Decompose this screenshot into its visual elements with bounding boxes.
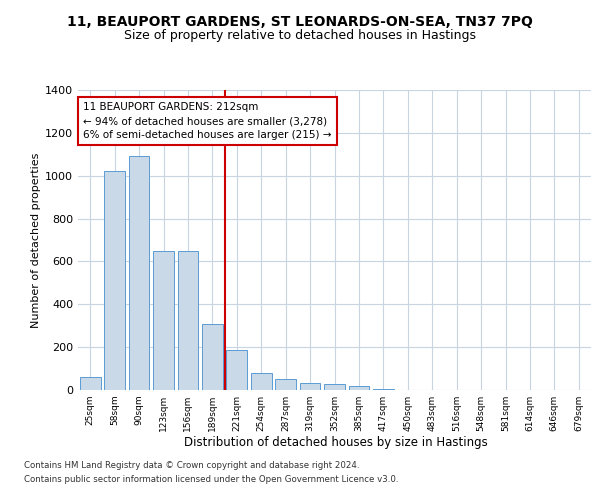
Bar <box>299 382 320 390</box>
Bar <box>178 250 199 390</box>
Text: 11, BEAUPORT GARDENS, ST LEONARDS-ON-SEA, TN37 7PQ: 11, BEAUPORT GARDENS, ST LEONARDS-ON-SEA… <box>67 16 533 30</box>
Bar <box>80 377 101 390</box>
Bar <box>275 380 296 390</box>
Bar <box>202 324 223 390</box>
Bar <box>153 250 174 390</box>
Y-axis label: Number of detached properties: Number of detached properties <box>31 152 41 328</box>
Bar <box>104 172 125 390</box>
Bar <box>373 389 394 390</box>
Bar <box>324 384 345 390</box>
Text: Size of property relative to detached houses in Hastings: Size of property relative to detached ho… <box>124 28 476 42</box>
Bar <box>226 350 247 390</box>
Bar <box>251 373 272 390</box>
Bar <box>349 386 370 390</box>
Bar <box>128 156 149 390</box>
Text: Contains HM Land Registry data © Crown copyright and database right 2024.
Contai: Contains HM Land Registry data © Crown c… <box>24 462 398 483</box>
Text: 11 BEAUPORT GARDENS: 212sqm
← 94% of detached houses are smaller (3,278)
6% of s: 11 BEAUPORT GARDENS: 212sqm ← 94% of det… <box>83 102 332 140</box>
Text: Distribution of detached houses by size in Hastings: Distribution of detached houses by size … <box>184 436 488 449</box>
